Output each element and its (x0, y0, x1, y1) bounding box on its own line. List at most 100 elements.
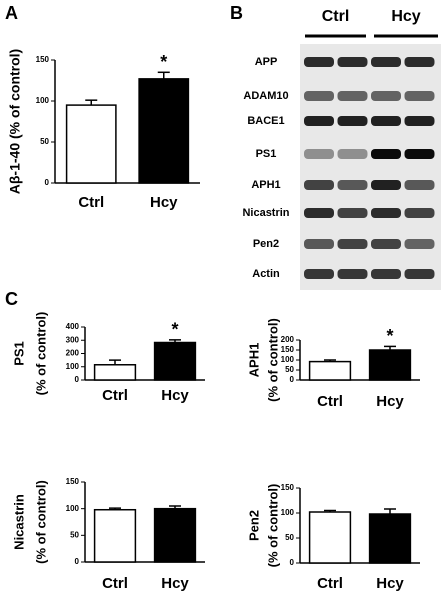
blot-band (337, 239, 368, 249)
blot-band (371, 180, 401, 190)
y-tick-label: 0 (290, 558, 295, 567)
blot-band (404, 91, 435, 101)
bar (65, 104, 117, 184)
blot-band (371, 208, 401, 218)
x-tick-label: Ctrl (317, 393, 343, 410)
y-tick-label: 50 (285, 533, 294, 542)
blot-band (404, 116, 435, 126)
protein-label: PS1 (256, 148, 277, 160)
bar (138, 78, 190, 184)
y-axis-label: (% of control) (33, 312, 48, 396)
blot-band (304, 269, 334, 279)
blot-band (371, 116, 401, 126)
x-tick-label: Ctrl (78, 194, 104, 211)
y-tick-label: 0 (45, 178, 50, 187)
y-tick-label: 0 (290, 375, 295, 384)
protein-label: APP (255, 56, 278, 68)
protein-label: BACE1 (247, 115, 284, 127)
bar (368, 349, 412, 381)
blot-band (371, 91, 401, 101)
significance-mark: * (160, 52, 167, 72)
bar (308, 360, 352, 381)
y-axis-label: (% of control) (33, 480, 48, 564)
significance-mark: * (171, 320, 178, 340)
bar (93, 364, 137, 381)
bar (153, 507, 197, 563)
x-tick-label: Ctrl (102, 387, 128, 404)
group-label: Ctrl (322, 8, 350, 25)
y-tick-label: 200 (281, 335, 295, 344)
blot-band (371, 57, 401, 67)
blot-band (404, 57, 435, 67)
protein-label: Actin (252, 268, 280, 280)
significance-mark: * (386, 326, 393, 346)
protein-label: Pen2 (253, 238, 279, 250)
blot-band (337, 116, 368, 126)
blot-band (404, 208, 435, 218)
y-axis-label: (% of control) (265, 318, 280, 402)
blot-band (337, 57, 368, 67)
y-tick-label: 300 (66, 335, 80, 344)
bar (308, 511, 352, 564)
y-tick-label: 150 (36, 55, 50, 64)
blot-band (404, 239, 435, 249)
blot-band (337, 149, 368, 159)
protein-label: Nicastrin (242, 207, 289, 219)
y-axis-label: PS1 (11, 341, 26, 366)
protein-label: ADAM10 (243, 90, 288, 102)
blot-band (371, 239, 401, 249)
panel-label: B (230, 3, 243, 23)
blot-band (337, 208, 368, 218)
y-axis-label: Nicastrin (11, 494, 26, 550)
bar (153, 341, 197, 381)
y-tick-label: 150 (281, 345, 295, 354)
blot-band (304, 116, 334, 126)
y-tick-label: 150 (66, 477, 80, 486)
blot-band (404, 269, 435, 279)
panel-label: A (5, 3, 18, 23)
y-tick-label: 50 (70, 530, 79, 539)
y-axis-label: (% of control) (265, 484, 280, 568)
y-tick-label: 100 (66, 362, 80, 371)
y-tick-label: 150 (281, 483, 295, 492)
protein-label: APH1 (251, 179, 280, 191)
y-tick-label: 200 (66, 349, 80, 358)
blot-band (337, 91, 368, 101)
blot-band (337, 269, 368, 279)
y-tick-label: 400 (66, 322, 80, 331)
blot-band (304, 57, 334, 67)
y-tick-label: 100 (281, 508, 295, 517)
x-tick-label: Ctrl (317, 575, 343, 592)
y-tick-label: 100 (36, 96, 50, 105)
blot-background (300, 44, 441, 290)
blot-band (304, 208, 334, 218)
group-label: Hcy (391, 8, 420, 25)
bar (368, 513, 412, 564)
x-tick-label: Ctrl (102, 575, 128, 592)
blot-band (371, 149, 401, 159)
blot-band (404, 149, 435, 159)
x-tick-label: Hcy (376, 393, 404, 410)
bar (93, 508, 137, 563)
y-tick-label: 50 (285, 365, 294, 374)
x-tick-label: Hcy (161, 575, 189, 592)
blot-band (304, 180, 334, 190)
y-tick-label: 0 (75, 557, 80, 566)
y-tick-label: 100 (66, 504, 80, 513)
y-tick-label: 50 (40, 137, 49, 146)
panel-label: C (5, 289, 18, 309)
y-tick-label: 0 (75, 375, 80, 384)
blot-band (304, 239, 334, 249)
blot-band (304, 149, 334, 159)
blot-band (304, 91, 334, 101)
x-tick-label: Hcy (150, 194, 178, 211)
y-axis-label: APH1 (246, 343, 261, 378)
x-tick-label: Hcy (376, 575, 404, 592)
y-axis-label: Pen2 (246, 510, 261, 541)
blot-band (337, 180, 368, 190)
y-axis-label: Aβ-1-40 (% of control) (7, 49, 23, 194)
blot-band (404, 180, 435, 190)
y-tick-label: 100 (281, 355, 295, 364)
x-tick-label: Hcy (161, 387, 189, 404)
